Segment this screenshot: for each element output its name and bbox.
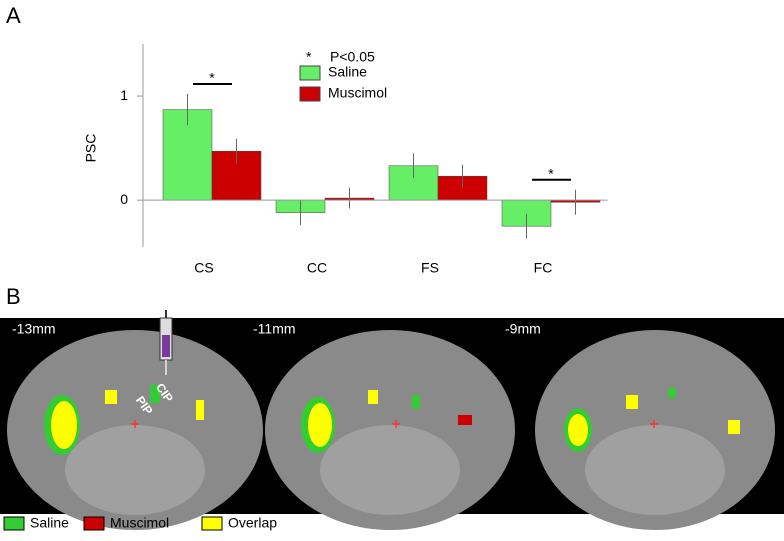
legend-swatch xyxy=(201,516,223,531)
activation xyxy=(105,390,117,404)
slice-label: -9mm xyxy=(505,321,541,337)
activation xyxy=(368,390,378,404)
x-tick-label: CS xyxy=(194,260,213,276)
x-tick-label: FC xyxy=(534,260,553,276)
activation xyxy=(626,395,638,409)
x-tick-label: CC xyxy=(307,260,327,276)
activation xyxy=(150,385,160,403)
legend-label: Muscimol xyxy=(328,85,387,101)
significance-label: * xyxy=(548,165,554,181)
activation xyxy=(568,414,588,446)
activation xyxy=(196,400,204,420)
cerebellum xyxy=(320,425,460,515)
y-tick-label: 0 xyxy=(120,191,128,207)
panel-label: B xyxy=(6,284,21,309)
slice-label: -13mm xyxy=(12,321,56,337)
legend-label: Saline xyxy=(30,515,69,531)
brain-slices xyxy=(7,310,775,530)
activation xyxy=(51,401,77,449)
activation xyxy=(412,395,420,409)
syringe xyxy=(159,310,173,375)
y-axis-label: PSC xyxy=(83,134,99,163)
significance-label: * xyxy=(209,70,215,86)
center-marks xyxy=(131,420,658,428)
activation xyxy=(728,420,740,434)
legend-label: Saline xyxy=(328,64,367,80)
x-tick-label: FS xyxy=(421,260,439,276)
legend-swatch xyxy=(83,516,105,531)
cerebellum xyxy=(585,425,725,515)
legend-swatch xyxy=(299,65,321,81)
activation xyxy=(308,403,332,447)
legend-swatch xyxy=(3,516,25,531)
slice-label: -11mm xyxy=(253,321,296,337)
legend-label: Overlap xyxy=(228,515,277,531)
activation xyxy=(458,415,472,425)
note-symbol: * xyxy=(306,49,312,65)
note-text: P<0.05 xyxy=(330,49,375,65)
cerebellum xyxy=(65,425,205,515)
panel-label: A xyxy=(6,3,21,28)
legend-label: Muscimol xyxy=(110,515,169,531)
legend-swatch xyxy=(299,86,321,102)
activation xyxy=(668,388,676,398)
y-tick-label: 1 xyxy=(120,87,128,103)
